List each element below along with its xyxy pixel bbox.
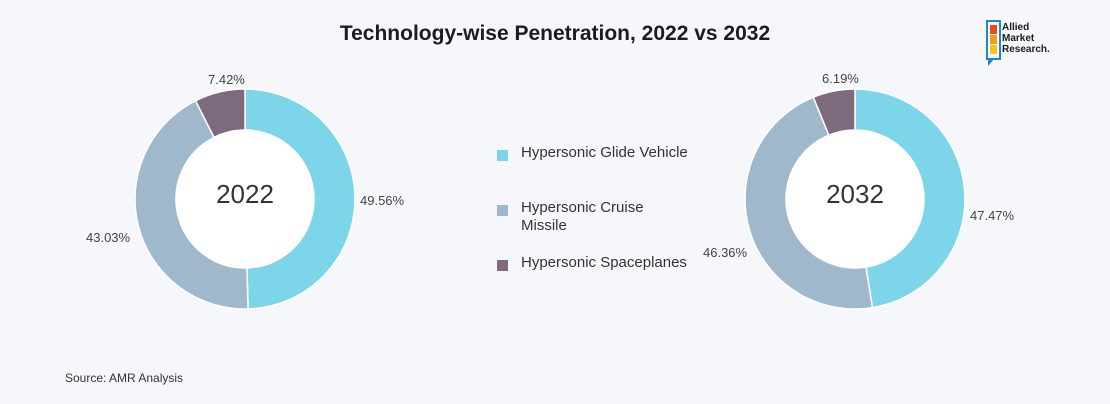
logo-text-line3: Research.: [1002, 44, 1050, 55]
allied-market-research-logo: Allied Market Research.: [986, 20, 1076, 68]
logo-mark-icon: [986, 20, 1001, 66]
donut-2022-svg: [134, 88, 356, 310]
legend-label: Hypersonic Cruise Missile: [521, 199, 644, 234]
legend-item-cruise: Hypersonic Cruise Missile: [497, 199, 697, 235]
data-label-cruise: 46.36%: [703, 245, 748, 260]
source-note: Source: AMR Analysis: [65, 371, 184, 385]
chart-legend: Hypersonic Glide Vehicle Hypersonic Crui…: [497, 144, 697, 309]
donut-hole: [786, 130, 924, 268]
donut-chart-2022: 2022 49.56% 43.03% 7.42%: [86, 70, 404, 330]
legend-swatch: [497, 205, 508, 216]
legend-item-spaceplanes: Hypersonic Spaceplanes: [497, 254, 697, 290]
donut-chart-2032: 2032 47.47% 46.36% 6.19%: [703, 70, 1014, 330]
legend-swatch: [497, 150, 508, 161]
logo-text-line2: Market: [1002, 33, 1035, 44]
donut-hole: [176, 130, 314, 268]
data-label-cruise: 43.03%: [86, 230, 131, 245]
legend-swatch: [497, 260, 508, 271]
data-label-spaceplanes: 6.19%: [822, 71, 859, 86]
data-label-spaceplanes: 7.42%: [208, 72, 245, 87]
chart-title: Technology-wise Penetration, 2022 vs 203…: [339, 22, 771, 45]
legend-label: Hypersonic Glide Vehicle: [521, 144, 688, 161]
legend-label: Hypersonic Spaceplanes: [521, 254, 687, 271]
data-label-glide: 49.56%: [360, 193, 405, 208]
legend-item-glide: Hypersonic Glide Vehicle: [497, 144, 697, 180]
donut-center-label: 2032: [826, 179, 884, 209]
logo-text-line1: Allied: [1002, 22, 1030, 33]
data-label-glide: 47.47%: [970, 208, 1015, 223]
donut-center-label: 2022: [216, 179, 274, 209]
donut-2032-svg: [744, 88, 966, 310]
